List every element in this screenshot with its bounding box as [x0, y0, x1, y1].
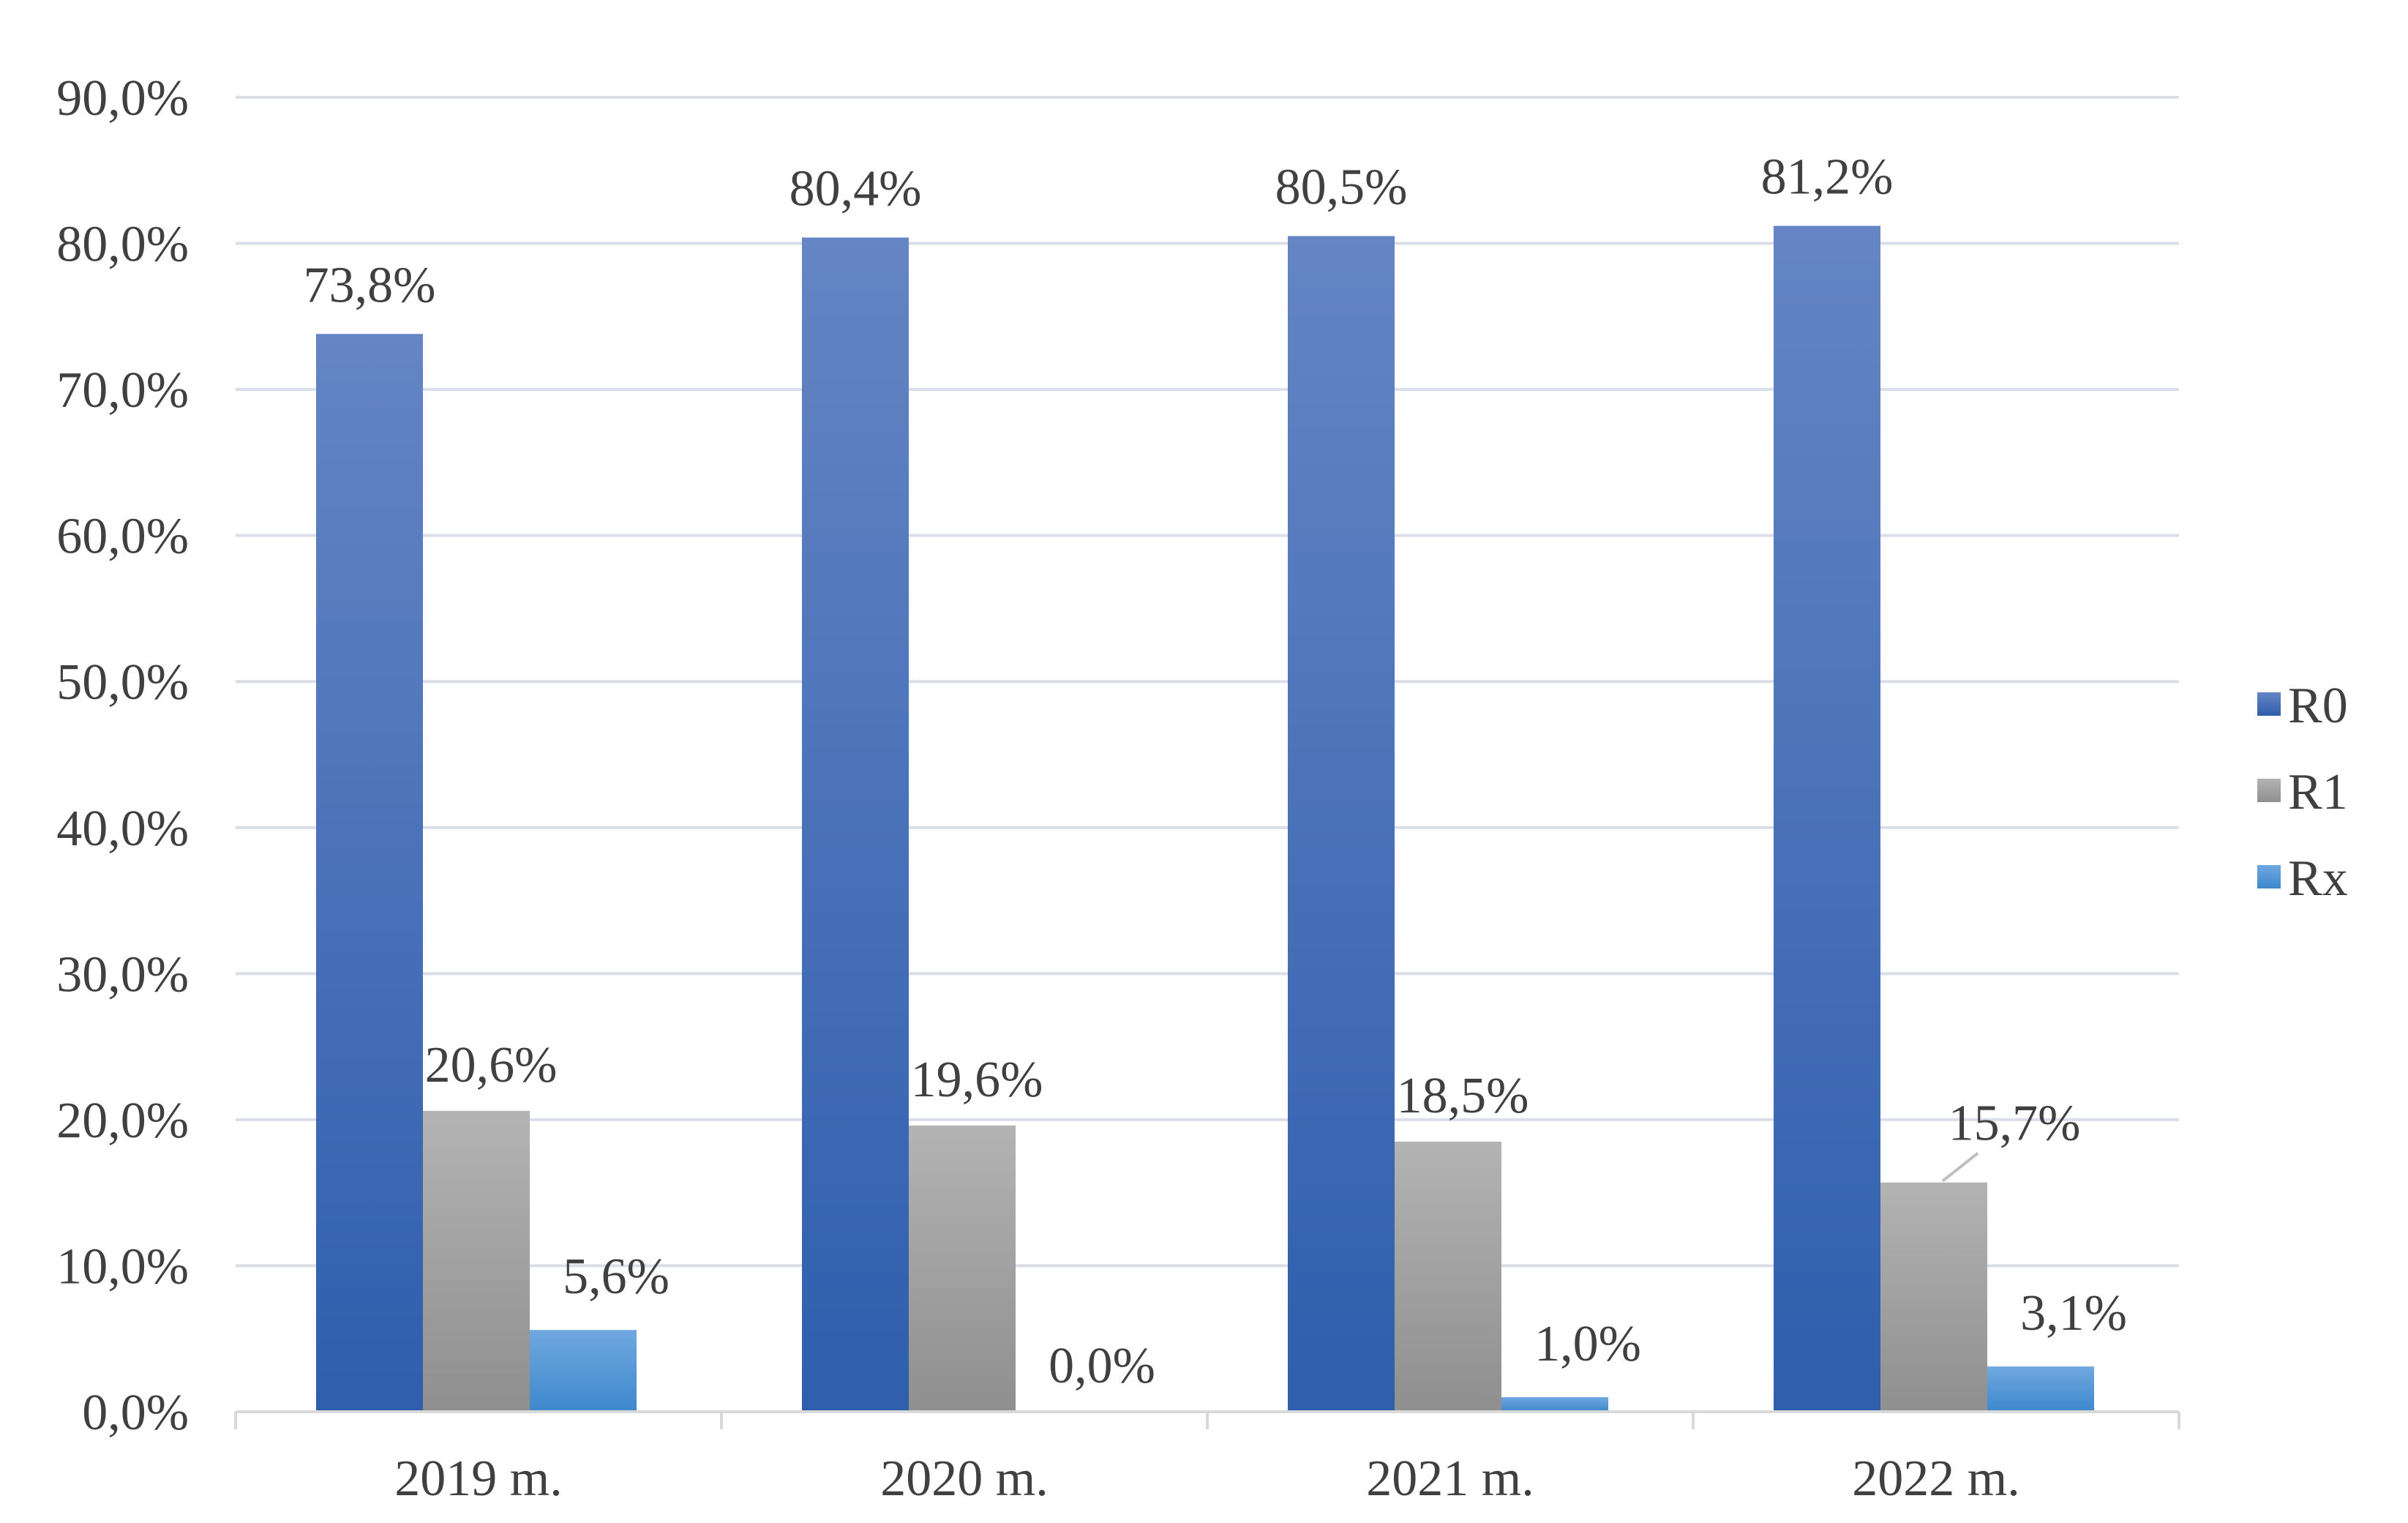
gridlines	[236, 96, 2179, 1268]
data-label-r1-3: 18,5%	[1397, 1068, 1529, 1124]
x-tick-label: 2020 m.	[880, 1451, 1048, 1507]
bar-rx-3	[1501, 1397, 1608, 1412]
data-label-rx-1: 5,6%	[563, 1249, 669, 1305]
y-axis-tick-labels: 0,0% 10,0% 20,0% 30,0% 40,0% 50,0% 60,0% 70,0% 8…	[56, 70, 189, 1441]
y-tick-label: 90,0%	[56, 70, 189, 127]
bar-rx-4	[1987, 1366, 2094, 1412]
data-label-r1-2: 19,6%	[911, 1052, 1043, 1108]
y-tick-label: 50,0%	[56, 654, 189, 711]
bar-r0-1	[316, 334, 423, 1412]
data-labels: 73,8% 20,6% 5,6% 80,4% 19,6% 0,0% 80,5% 18,5% 1,…	[304, 149, 2127, 1394]
x-axis-tick-labels: 2019 m. 2020 m. 2021 m. 2022 m.	[394, 1451, 2019, 1507]
data-label-r0-2: 80,4%	[789, 161, 922, 217]
y-tick-label: 20,0%	[56, 1093, 189, 1149]
y-tick-label: 30,0%	[56, 946, 189, 1003]
data-label-r1-4: 15,7%	[1948, 1096, 2081, 1152]
x-tick-label: 2019 m.	[394, 1451, 562, 1507]
legend-label-rx: Rx	[2288, 850, 2348, 907]
bar-r1-4	[1880, 1182, 1987, 1412]
y-tick-label: 70,0%	[56, 362, 189, 419]
bar-r1-3	[1395, 1141, 1501, 1412]
y-tick-label: 40,0%	[56, 801, 189, 857]
data-label-rx-2: 0,0%	[1049, 1338, 1155, 1394]
bar-r1-1	[423, 1110, 530, 1412]
y-tick-label: 0,0%	[82, 1385, 189, 1441]
leader-line	[1941, 1152, 1979, 1183]
data-label-r1-1: 20,6%	[425, 1037, 558, 1093]
bar-r0-2	[802, 237, 909, 1412]
x-tick-label: 2022 m.	[1852, 1451, 2019, 1507]
legend-label-r0: R0	[2288, 678, 2348, 734]
x-tick-label: 2021 m.	[1366, 1451, 1534, 1507]
legend-swatch-r1	[2257, 779, 2281, 802]
data-label-rx-3: 1,0%	[1534, 1316, 1641, 1372]
data-label-r0-4: 81,2%	[1761, 149, 1894, 206]
legend-swatch-r0	[2257, 692, 2281, 716]
bar-r0-4	[1774, 225, 1880, 1412]
plot-area: 0,0% 10,0% 20,0% 30,0% 40,0% 50,0% 60,0% 70,0% 8…	[56, 70, 2180, 1507]
data-label-r0-3: 80,5%	[1275, 160, 1408, 216]
y-tick-label: 80,0%	[56, 217, 189, 273]
bar-rx-1	[530, 1330, 637, 1412]
bars	[316, 225, 2094, 1412]
data-label-rx-4: 3,1%	[2020, 1285, 2127, 1341]
bar-r0-3	[1288, 236, 1395, 1412]
y-tick-label: 10,0%	[56, 1238, 189, 1295]
bar-r1-2	[909, 1125, 1016, 1412]
legend-swatch-rx	[2257, 865, 2281, 888]
legend: R0 R1 Rx	[2257, 678, 2348, 907]
x-axis	[234, 1410, 2180, 1429]
data-label-r0-1: 73,8%	[304, 257, 436, 313]
legend-label-r1: R1	[2288, 764, 2348, 820]
y-tick-label: 60,0%	[56, 509, 189, 565]
